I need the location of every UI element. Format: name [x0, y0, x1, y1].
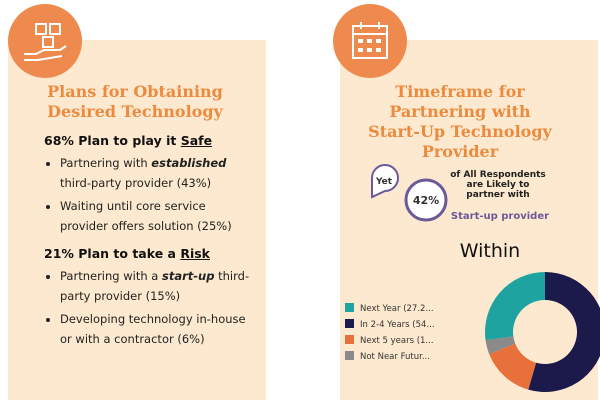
heading-underlined: Risk [180, 246, 210, 261]
item-text: Partnering with [60, 156, 152, 170]
group-heading: 68% Plan to play it Safe [44, 133, 254, 148]
heading-text: 21% Plan to take a [44, 246, 181, 261]
legend-label: Next Year (27.2... [360, 304, 434, 314]
legend-label: Next 5 years (1... [360, 336, 434, 346]
bullet-list: Partnering with a start-up third-party p… [44, 266, 254, 349]
donut-slice [485, 272, 545, 341]
badge-value: 42% [413, 194, 439, 207]
group-heading: 21% Plan to take a Risk [44, 246, 254, 261]
badge-small: Yet [375, 177, 393, 187]
note-highlight: Start-up provider [450, 211, 550, 222]
item-text: Waiting until core service provider offe… [60, 199, 232, 233]
legend-swatch [345, 303, 354, 312]
bullet: Partnering with a start-up third-party p… [60, 266, 254, 306]
item-text: Developing technology in-house or with a… [60, 312, 246, 346]
calendar-icon [352, 22, 388, 59]
note: of All Respondents are Likely to partner… [450, 170, 546, 200]
bullet: Developing technology in-house or with a… [60, 309, 254, 349]
right-card [340, 40, 598, 400]
hand-icon [24, 23, 67, 61]
heading-underlined: Safe [180, 133, 213, 148]
item-text: Partnering with a [60, 269, 162, 283]
item-emphasis: established [151, 156, 227, 170]
badge-circle [404, 178, 448, 222]
within-label: Within [459, 240, 521, 262]
left-content: 68% Plan to play it Safe Partnering with… [44, 133, 254, 352]
legend-swatch [345, 335, 354, 344]
right-title: Timeframe for Partnering with Start-Up T… [368, 82, 552, 161]
left-title: Plans for Obtaining Desired Technology [47, 82, 223, 121]
badge-bubble [371, 164, 399, 199]
donut-slice [489, 343, 537, 390]
bullet-list: Partnering with established third-party … [44, 153, 254, 236]
heading-text: 68% Plan to play it [44, 133, 181, 148]
legend-label: Not Near Futur... [360, 352, 430, 362]
legend-label: In 2-4 Years (54... [360, 320, 435, 330]
donut-slice [528, 272, 600, 392]
legend-swatch [345, 319, 354, 328]
item-text: third-party provider (43%) [60, 176, 212, 190]
bullet: Partnering with established third-party … [60, 153, 254, 193]
icon-circle [333, 4, 407, 78]
donut [485, 272, 600, 392]
left-card [8, 40, 266, 400]
item-text: third-party provider (15%) [60, 269, 250, 303]
legend: Next Year (27.2... In 2-4 Years (54... Nex… [345, 303, 435, 362]
legend-swatch [345, 351, 354, 360]
item-emphasis: start-up [162, 269, 215, 283]
donut-slice [485, 336, 516, 355]
icon-circle [8, 4, 82, 78]
bullet: Waiting until core service provider offe… [60, 196, 254, 236]
